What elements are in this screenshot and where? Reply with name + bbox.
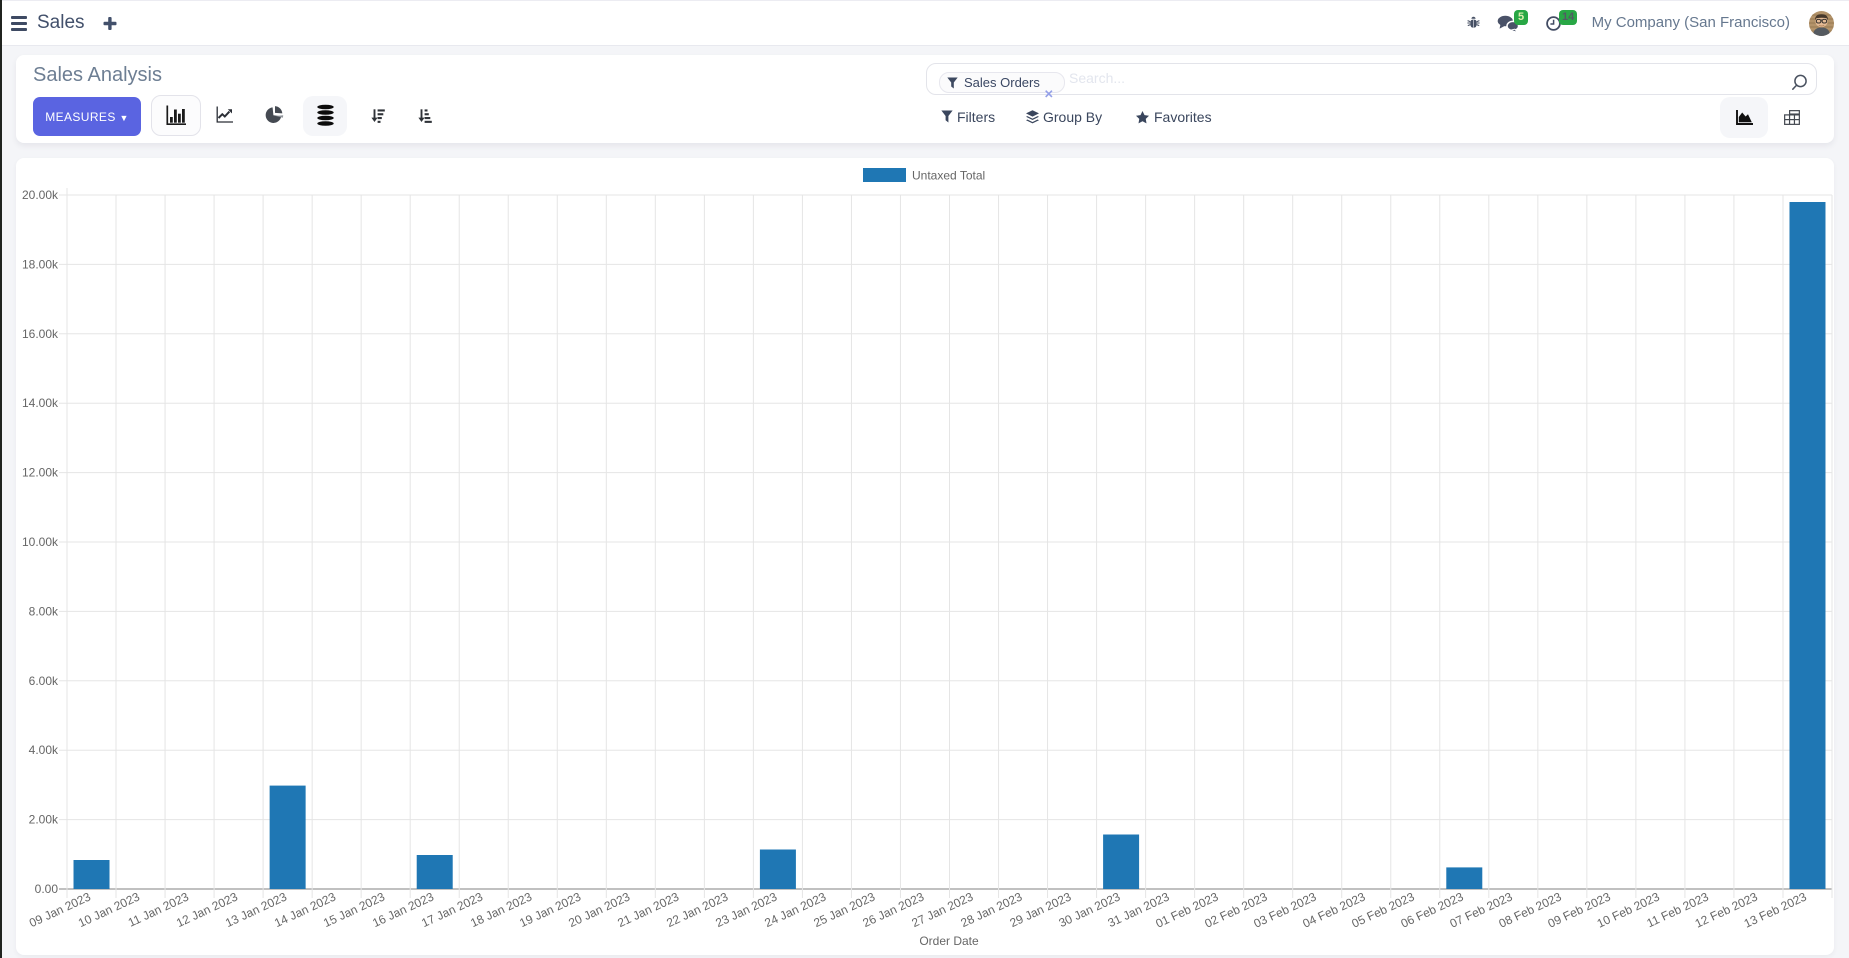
svg-text:14.00k: 14.00k	[22, 396, 59, 410]
svg-text:8.00k: 8.00k	[29, 604, 59, 618]
svg-text:2.00k: 2.00k	[29, 813, 59, 827]
svg-text:12.00k: 12.00k	[22, 466, 59, 480]
svg-text:Order Date: Order Date	[919, 934, 979, 948]
svg-text:18.00k: 18.00k	[22, 257, 59, 271]
svg-text:0.00: 0.00	[35, 882, 59, 896]
svg-text:Untaxed Total: Untaxed Total	[912, 169, 985, 183]
svg-text:10.00k: 10.00k	[22, 535, 59, 549]
svg-text:4.00k: 4.00k	[29, 743, 59, 757]
svg-text:6.00k: 6.00k	[29, 674, 59, 688]
svg-text:16.00k: 16.00k	[22, 327, 59, 341]
svg-text:20.00k: 20.00k	[22, 188, 59, 202]
